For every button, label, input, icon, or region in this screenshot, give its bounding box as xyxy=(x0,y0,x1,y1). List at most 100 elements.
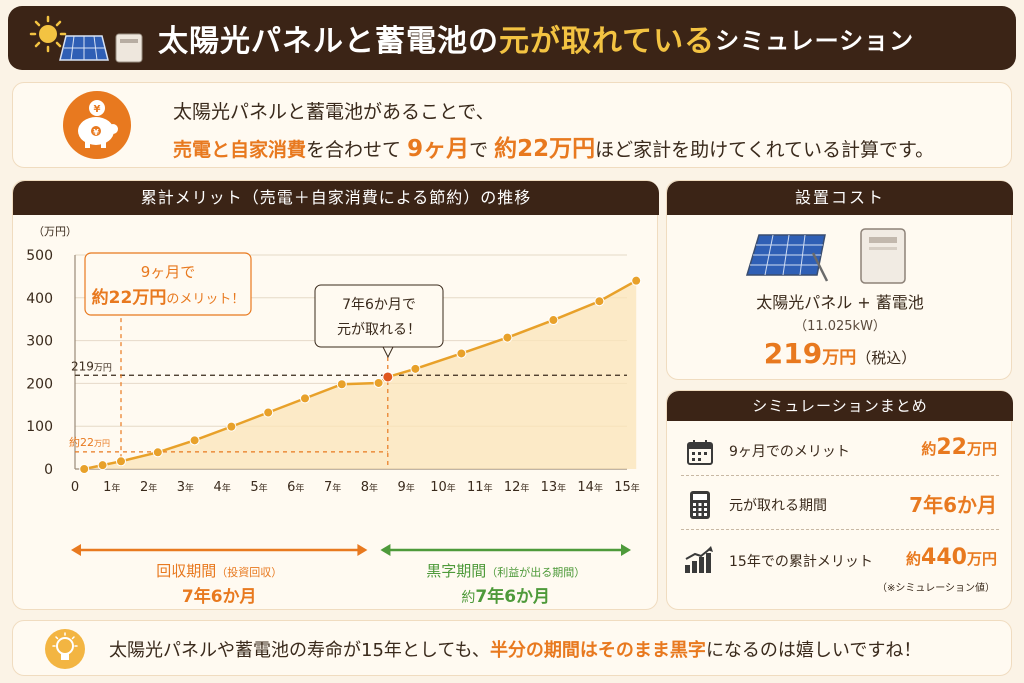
x-tick-number: 2 xyxy=(140,480,148,495)
area-fill xyxy=(84,280,637,469)
x-tick-label: 14年 xyxy=(577,480,603,495)
summary-value: 約22万円 xyxy=(921,435,997,460)
data-point xyxy=(594,296,605,307)
x-tick-number: 15 xyxy=(614,480,631,495)
summary-note: （※シミュレーション値） xyxy=(877,583,995,594)
x-tick-unit: 年 xyxy=(295,482,304,494)
intro-keyword: 売電と自家消費 xyxy=(173,139,307,161)
summary-value: 7年6か月 xyxy=(909,489,997,518)
cost-price-number: 219 xyxy=(763,337,823,370)
svg-text:¥: ¥ xyxy=(94,104,101,115)
period-subtitle: （利益が出る期間） xyxy=(486,565,585,579)
intro-text: で xyxy=(469,139,489,161)
summary-row-payback: 元が取れる期間 7年6か月 xyxy=(667,481,1013,533)
x-tick-number: 5 xyxy=(250,480,258,495)
x-tick-unit: 年 xyxy=(111,482,120,494)
x-tick-number: 14 xyxy=(577,480,594,495)
x-tick-unit: 年 xyxy=(520,482,529,494)
callout-pointer xyxy=(382,346,394,359)
summary-value-unit: 万円 xyxy=(966,440,997,458)
x-tick-unit: 年 xyxy=(369,482,378,494)
payback-arrow-head xyxy=(357,544,368,556)
intro-line1: 太陽光パネルと蓄電池があることで、 xyxy=(173,101,495,123)
x-tick-label: 10年 xyxy=(430,480,456,495)
x-tick-label: 7年 xyxy=(324,480,341,495)
x-tick-number: 1 xyxy=(103,480,111,495)
solar-panel-icon xyxy=(745,234,829,282)
period-value: 7年6か月 xyxy=(475,586,550,607)
x-tick-label: 8年 xyxy=(361,480,378,495)
growth-chart-icon xyxy=(685,546,713,573)
x-tick-number: 0 xyxy=(71,480,79,495)
profit-period-value: 約7年6か月 xyxy=(461,586,550,607)
piggy-bank-icon: ¥ ¥ xyxy=(63,91,131,159)
intro-box: ¥ ¥ 太陽光パネルと蓄電池があることで、 売電と自家消費を合わせて 9ヶ月で … xyxy=(12,82,1012,168)
period-value: 7年6か月 xyxy=(182,586,257,607)
x-tick-unit: 年 xyxy=(332,482,341,494)
data-point xyxy=(410,363,421,374)
x-tick-unit: 年 xyxy=(447,482,456,494)
footer-text-c: になるのは嬉しいですね！ xyxy=(705,640,922,661)
x-tick-label: 9年 xyxy=(398,480,415,495)
profit-arrow-head xyxy=(621,544,631,556)
x-tick-unit: 年 xyxy=(594,482,603,494)
equipment-illustration xyxy=(745,228,906,284)
period-title: 黒字期間 xyxy=(426,562,486,580)
x-tick-unit: 年 xyxy=(631,482,640,494)
data-point xyxy=(152,447,163,458)
x-tick-label: 12年 xyxy=(504,480,530,495)
footer-text: 太陽光パネルや蓄電池の寿命が15年としても、半分の期間はそのまま黒字になるのは嬉… xyxy=(109,636,921,662)
period-title: 回収期間 xyxy=(156,562,216,580)
callout-line2: 元が取れる！ xyxy=(337,322,421,338)
callout-text: のメリット！ xyxy=(166,292,244,307)
cost-header: 設置コスト xyxy=(667,181,1013,215)
y-tick-label: 400 xyxy=(26,291,53,307)
callout-line1: 9ヶ月で xyxy=(141,263,196,281)
lightbulb-icon xyxy=(45,629,85,669)
summary-header: シミュレーションまとめ xyxy=(667,391,1013,421)
y-tick-label: 100 xyxy=(26,419,53,435)
reference-label-unit: 万円 xyxy=(94,439,110,448)
x-tick-number: 6 xyxy=(287,480,295,495)
data-point xyxy=(502,332,513,343)
battery-icon xyxy=(860,228,906,284)
data-point xyxy=(226,421,237,432)
x-tick-number: 9 xyxy=(398,480,406,495)
x-tick-label: 4年 xyxy=(214,480,231,495)
y-tick-label: 200 xyxy=(26,376,53,392)
data-point xyxy=(189,435,200,446)
data-point xyxy=(300,393,310,404)
summary-value-prefix: 約 xyxy=(921,440,937,458)
cost-equipment: 太陽光パネル + 蓄電池 xyxy=(756,293,924,312)
x-tick-number: 13 xyxy=(541,480,558,495)
summary-panel: シミュレーションまとめ 9ヶ月でのメリット 約22万円 元が取れる期間 7年6か… xyxy=(666,390,1013,610)
profit-period-title: 黒字期間（利益が出る期間） xyxy=(426,562,585,580)
x-tick-label: 15年 xyxy=(614,480,640,495)
solar-panel-icon xyxy=(59,35,109,61)
callout-box xyxy=(314,284,444,348)
summary-value-number: 7年6か月 xyxy=(909,493,997,517)
x-tick-number: 10 xyxy=(430,480,447,495)
intro-amount: 約22万円 xyxy=(494,136,596,162)
reference-label-number: 約22 xyxy=(69,435,94,449)
summary-label: 9ヶ月でのメリット xyxy=(729,444,850,460)
footer-text-a: 太陽光パネルや蓄電池の寿命が15年としても、 xyxy=(109,640,490,661)
calculator-icon xyxy=(690,491,710,519)
x-tick-number: 8 xyxy=(361,480,369,495)
header-bar: 太陽光パネルと蓄電池の 元が取れている シミュレーション xyxy=(8,6,1016,70)
chart-title: 累計メリット（売電＋自家消費による節約）の推移 xyxy=(13,181,659,215)
title-part2: シミュレーション xyxy=(715,26,915,55)
intro-text: ほど家計を助けてくれている計算です。 xyxy=(595,139,935,161)
period-value-prefix: 約 xyxy=(461,590,475,606)
divider xyxy=(681,475,999,476)
battery-icon xyxy=(115,33,143,63)
data-point xyxy=(336,379,347,390)
data-point xyxy=(373,377,384,388)
reference-label-cost: 219万円 xyxy=(71,359,112,373)
x-tick-label: 11年 xyxy=(467,480,493,495)
data-point xyxy=(263,407,274,418)
x-tick-label: 2年 xyxy=(140,480,157,495)
cost-tax-label: （税込） xyxy=(856,349,917,367)
payback-arrow-head xyxy=(71,544,81,556)
data-point xyxy=(116,456,126,467)
